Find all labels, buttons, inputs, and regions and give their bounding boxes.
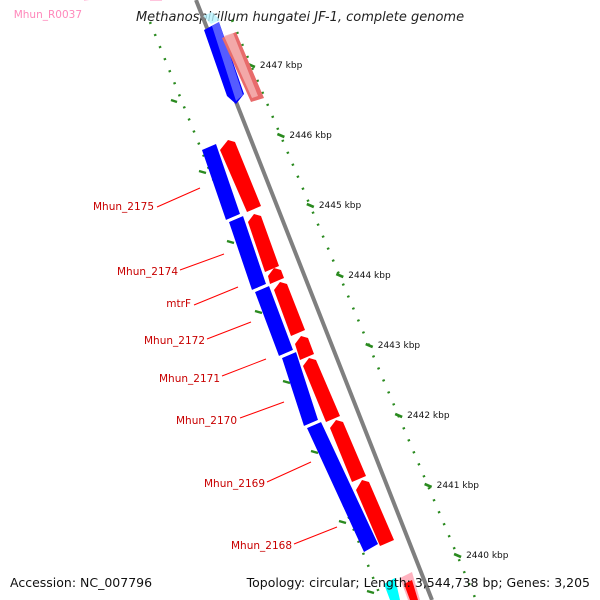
- callout-mhun-2175: [156, 187, 201, 208]
- gene-label-mhun-2175[interactable]: Mhun_2175: [93, 201, 154, 213]
- ruler-labels: 2447 kbp 2446 kbp 2445 kbp 2444 kbp 2443 kbp…: [260, 61, 509, 561]
- map-title: Methanospirillum hungatei JF-1, complete…: [135, 10, 465, 25]
- gene-label-mhun-2170[interactable]: Mhun_2170: [176, 415, 237, 427]
- gene-label-mhun-r0037[interactable]: Mhun_R0037: [14, 9, 82, 21]
- callout-mtrf: [193, 286, 239, 306]
- gene-mtrf[interactable]: [255, 286, 293, 356]
- callout-mhun-2174: [179, 253, 225, 271]
- callout-mhun-2172: [206, 321, 252, 340]
- ruler-tick: [365, 342, 374, 349]
- top-feature-block: [203, 12, 264, 104]
- topology-summary: Topology: circular; Length: 3,544,738 bp…: [246, 575, 590, 590]
- ruler-tick: [306, 202, 315, 209]
- callout-mhun-2169: [266, 461, 312, 483]
- gene-red-5[interactable]: [295, 336, 314, 360]
- callout-mhun-2171: [221, 358, 267, 377]
- ruler-tick-label: 2444 kbp: [348, 271, 391, 281]
- ruler-tick: [394, 412, 403, 419]
- ruler-tick: [335, 272, 344, 279]
- ruler-tick: [453, 552, 462, 559]
- gene-label-mhun-2171[interactable]: Mhun_2171: [159, 373, 220, 385]
- gene-red-4[interactable]: [274, 282, 305, 336]
- rna-feature-bottom[interactable]: [384, 578, 400, 600]
- accession-label: Accession: NC_007796: [10, 575, 153, 590]
- ruler-ticks: [247, 62, 462, 559]
- gene-mhun-2174[interactable]: [229, 216, 266, 290]
- callout-mhun-2168: [293, 526, 338, 545]
- ruler-tick: [424, 482, 433, 489]
- gene-label-mhun-2174[interactable]: Mhun_2174: [117, 266, 178, 278]
- outer-dotted-ring: [230, 19, 478, 600]
- gene-red-7[interactable]: [330, 420, 366, 482]
- gene-mhun-2171[interactable]: [282, 352, 318, 426]
- ruler-tick-label: 2443 kbp: [378, 341, 421, 351]
- forward-strand-genes: [220, 140, 394, 546]
- inner-ring-minor-ticks: [170, 98, 375, 595]
- gene-labels: Mhun_R0037 Mhun_2175 Mhun_2174 mtrF Mhun…: [14, 9, 292, 552]
- ruler-tick-label: 2441 kbp: [437, 481, 480, 491]
- gene-mhun-2169[interactable]: [307, 422, 378, 552]
- gene-label-mtrf[interactable]: mtrF: [166, 298, 191, 310]
- ruler-tick-label: 2445 kbp: [319, 201, 362, 211]
- ruler-tick: [276, 132, 285, 139]
- rna-feature-top[interactable]: [203, 12, 220, 24]
- gene-red-1[interactable]: [220, 140, 261, 212]
- ruler-tick-label: 2440 kbp: [466, 551, 509, 561]
- callout-mhun-2170: [239, 401, 285, 419]
- gene-red-6[interactable]: [303, 358, 340, 422]
- gene-red-2[interactable]: [248, 214, 279, 272]
- gene-red-8[interactable]: [356, 480, 394, 546]
- gene-red-3[interactable]: [268, 268, 284, 284]
- gene-mhun-2175[interactable]: [202, 144, 240, 220]
- forward-gene-bottom[interactable]: [404, 580, 418, 600]
- bottom-feature-block: [384, 572, 420, 600]
- gene-label-callouts: [84, 0, 338, 545]
- ruler-tick-label: 2447 kbp: [260, 61, 303, 71]
- gene-label-mhun-2169[interactable]: Mhun_2169: [204, 478, 265, 490]
- reverse-strand-genes: [202, 144, 378, 552]
- ruler-tick-label: 2442 kbp: [407, 411, 450, 421]
- gene-label-mhun-2168[interactable]: Mhun_2168: [231, 540, 292, 552]
- gene-label-mhun-2172[interactable]: Mhun_2172: [144, 335, 205, 347]
- ruler-tick-label: 2446 kbp: [289, 131, 332, 141]
